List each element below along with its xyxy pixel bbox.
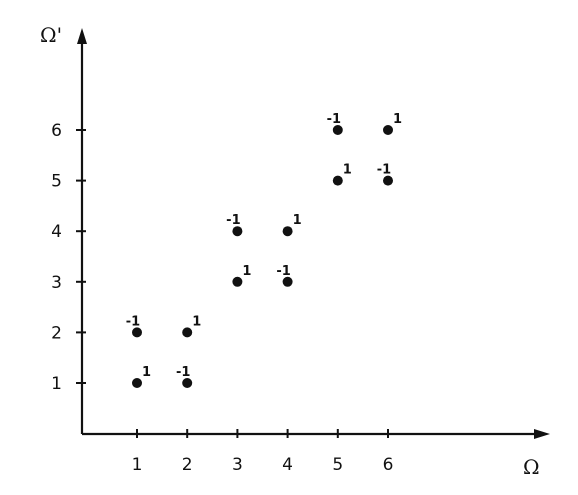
data-point: [232, 277, 242, 287]
x-tick-label: 1: [132, 455, 143, 475]
data-point: [383, 125, 393, 135]
point-label: -1: [276, 264, 290, 279]
y-axis-label: Ω': [40, 23, 62, 47]
y-tick-label: 6: [51, 121, 62, 141]
point-label: 1: [142, 365, 151, 380]
y-tick-label: 4: [51, 222, 62, 242]
y-ticks: 1 2 3 4 5 6: [51, 121, 86, 394]
point-label: -1: [377, 163, 391, 178]
point-label: 1: [192, 314, 201, 329]
y-tick-label: 5: [51, 172, 62, 192]
point-label: -1: [176, 365, 190, 380]
y-axis-arrow-icon: [77, 28, 87, 44]
point-label: 1: [293, 213, 302, 228]
x-tick-label: 3: [232, 455, 243, 475]
x-ticks: 1 2 3 4 5 6: [132, 429, 394, 475]
x-tick-label: 2: [182, 455, 193, 475]
data-point: [333, 176, 343, 186]
y-tick-label: 1: [51, 374, 62, 394]
point-label: 1: [393, 112, 402, 127]
x-axis-label: Ω: [523, 455, 540, 479]
point-label: -1: [327, 112, 341, 127]
data-points: 1 -1 -1 1 1 -1 -1 1 1 -1 -1 1: [126, 112, 402, 388]
data-point: [132, 378, 142, 388]
y-tick-label: 2: [51, 323, 62, 343]
point-label: -1: [126, 314, 140, 329]
x-axis-arrow-icon: [534, 429, 550, 439]
x-tick-label: 4: [282, 455, 293, 475]
data-point: [182, 327, 192, 337]
point-label: 1: [242, 264, 251, 279]
x-tick-label: 5: [332, 455, 343, 475]
data-point: [283, 226, 293, 236]
x-tick-label: 6: [383, 455, 394, 475]
point-label: 1: [343, 163, 352, 178]
y-tick-label: 3: [51, 273, 62, 293]
point-label: -1: [226, 213, 240, 228]
